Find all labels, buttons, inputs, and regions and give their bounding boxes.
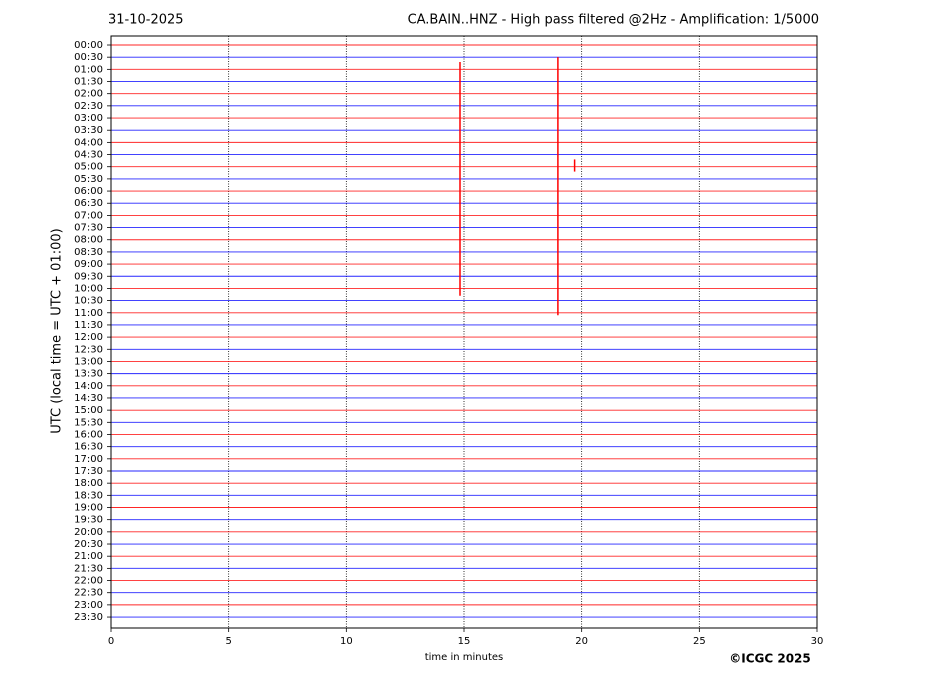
x-tick-label: 10 (340, 636, 353, 647)
y-axis-label: UTC (local time = UTC + 01:00) (50, 228, 65, 433)
y-tick-label: 14:30 (74, 393, 103, 404)
x-tick-label: 25 (693, 636, 706, 647)
x-tick-label: 5 (225, 636, 231, 647)
y-tick-label: 00:00 (74, 40, 103, 51)
y-tick-label: 08:00 (74, 235, 103, 246)
x-tick-label: 30 (811, 636, 824, 647)
y-tick-label: 12:30 (74, 344, 103, 355)
y-tick-label: 13:00 (74, 356, 103, 367)
y-tick-label: 04:00 (74, 137, 103, 148)
y-tick-label: 03:30 (74, 125, 103, 136)
y-tick-label: 23:00 (74, 600, 103, 611)
y-tick-label: 01:30 (74, 77, 103, 88)
y-tick-label: 16:30 (74, 442, 103, 453)
plot-frame (110, 35, 818, 629)
y-tick-label: 10:00 (74, 283, 103, 294)
y-tick-label: 03:00 (74, 113, 103, 124)
y-tick-label: 11:30 (74, 320, 103, 331)
y-tick-label: 15:00 (74, 405, 103, 416)
y-tick-label: 02:30 (74, 101, 103, 112)
y-tick-label: 04:30 (74, 150, 103, 161)
y-tick-label: 21:30 (74, 563, 103, 574)
y-tick-label: 17:30 (74, 466, 103, 477)
y-tick-label: 19:30 (74, 515, 103, 526)
y-tick-label: 10:30 (74, 296, 103, 307)
y-tick-label: 19:00 (74, 503, 103, 514)
x-tick-label: 20 (575, 636, 588, 647)
y-tick-label: 07:30 (74, 223, 103, 234)
y-tick-label: 06:30 (74, 198, 103, 209)
y-tick-label: 16:00 (74, 429, 103, 440)
y-tick-label: 18:00 (74, 478, 103, 489)
y-tick-label: 17:00 (74, 454, 103, 465)
y-tick-label: 05:00 (74, 162, 103, 173)
y-tick-label: 20:00 (74, 527, 103, 538)
y-tick-label: 07:00 (74, 210, 103, 221)
y-tick-label: 23:30 (74, 612, 103, 623)
x-axis-label: time in minutes (425, 652, 504, 663)
x-tick-label: 15 (458, 636, 471, 647)
y-tick-label: 21:00 (74, 551, 103, 562)
chart-date: 31-10-2025 (108, 13, 184, 28)
y-tick-label: 12:00 (74, 332, 103, 343)
y-tick-label: 18:30 (74, 490, 103, 501)
y-tick-label: 00:30 (74, 52, 103, 63)
y-tick-label: 22:00 (74, 576, 103, 587)
y-tick-label: 06:00 (74, 186, 103, 197)
y-tick-label: 14:00 (74, 381, 103, 392)
y-tick-label: 09:00 (74, 259, 103, 270)
y-tick-label: 08:30 (74, 247, 103, 258)
y-tick-label: 09:30 (74, 271, 103, 282)
y-tick-label: 01:00 (74, 64, 103, 75)
x-tick-label: 0 (108, 636, 114, 647)
y-tick-label: 20:30 (74, 539, 103, 550)
y-tick-label: 05:30 (74, 174, 103, 185)
chart-title: CA.BAIN..HNZ - High pass filtered @2Hz -… (408, 13, 819, 28)
credit: ©ICGC 2025 (729, 652, 811, 666)
y-tick-label: 15:30 (74, 417, 103, 428)
y-tick-label: 22:30 (74, 588, 103, 599)
y-tick-label: 11:00 (74, 308, 103, 319)
y-tick-label: 02:00 (74, 89, 103, 100)
y-tick-label: 13:30 (74, 369, 103, 380)
